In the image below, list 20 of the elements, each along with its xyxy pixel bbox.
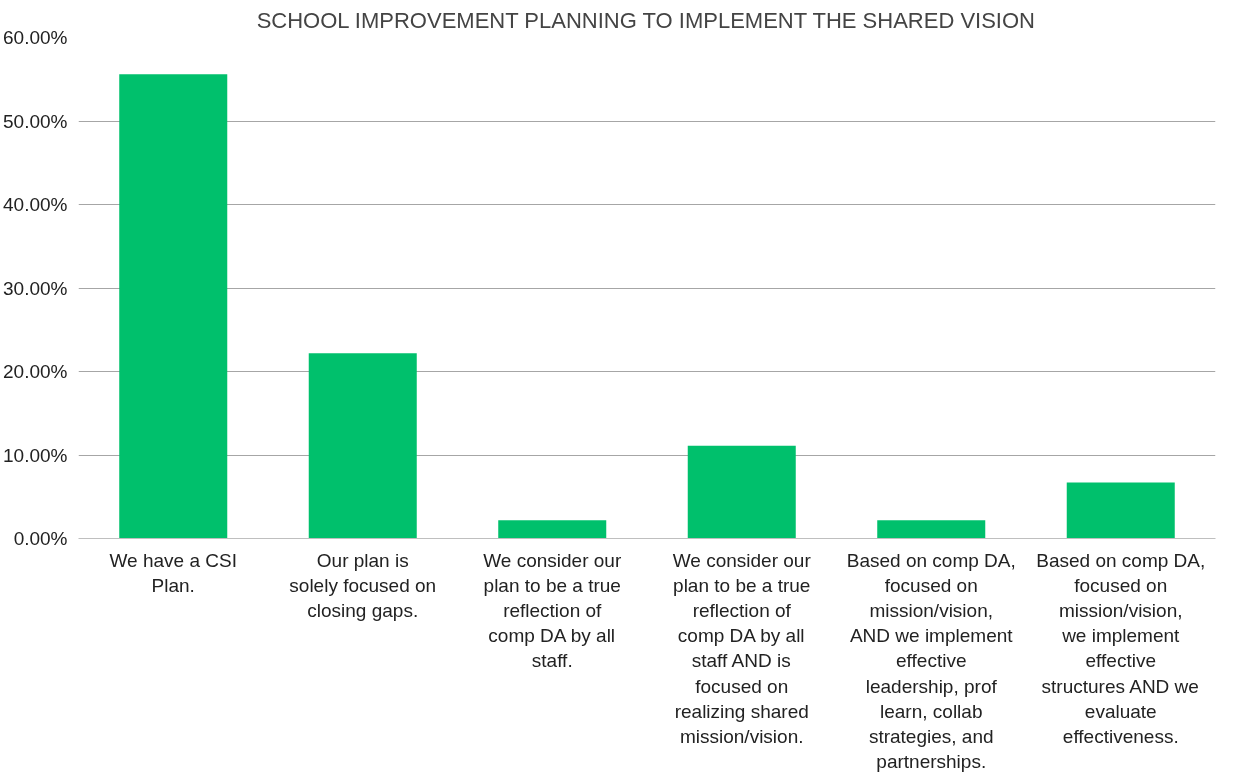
x-tick-label: We consider our plan to be a true reflection of comp DA by all staff. (483, 549, 622, 672)
bar (308, 353, 417, 539)
category-label: Based on comp DA, focused on mission/vision, AND we implement effective leadership, prof learn, collab strategies, and partnerships. (846, 549, 1016, 773)
y-tick-label: 30.00% (3, 277, 68, 299)
y-tick-label: 60.00% (3, 27, 68, 48)
bar (498, 520, 607, 539)
y-tick-label: 40.00% (3, 194, 68, 215)
y-tick-label: 10.00% (3, 444, 68, 466)
bar (1066, 482, 1175, 539)
chart-title: SCHOOL IMPROVEMENT PLANNING TO IMPLEMENT THE SHARED VISION (256, 7, 1035, 33)
x-tick-label: Our plan is solely focused on closing gaps. (289, 549, 437, 621)
x-tick-label: We have a CSI Plan. (109, 549, 237, 596)
bar (119, 74, 228, 539)
y-tick-label: 50.00% (3, 110, 68, 132)
bar (687, 445, 796, 539)
x-tick-label: We consider our plan to be a true reflection of comp DA by all staff AND is focused on realizing shared mission/vision. (672, 549, 812, 747)
y-tick-label: 20.00% (3, 361, 68, 382)
bar (877, 520, 986, 539)
y-tick-label: 0.00% (13, 528, 68, 549)
x-tick-label: Based on comp DA, focused on mission/vision, we implement effective structures AND we evaluate effectiveness. (1036, 549, 1206, 747)
